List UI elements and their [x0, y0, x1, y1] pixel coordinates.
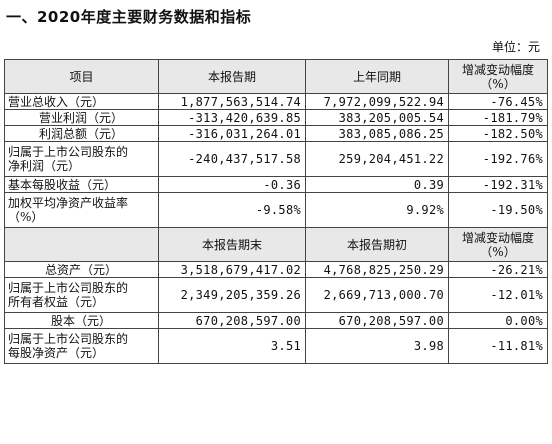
prior-value: 383,205,005.54 [305, 109, 449, 126]
page-title: 一、2020年度主要财务数据和指标 [6, 8, 252, 26]
current-value: -0.36 [158, 176, 306, 193]
unit-label: 单位：元 [491, 40, 540, 54]
change-value: -19.50% [448, 192, 548, 228]
change-value: -181.79% [448, 109, 548, 126]
row-label: 营业总收入（元） [4, 93, 159, 110]
row-label-line1: 归属于上市公司股东的 [8, 281, 129, 295]
change-value: 0.00% [448, 312, 548, 329]
header-change-label: 增减变动幅度 [461, 62, 534, 77]
change-value: -192.76% [448, 141, 548, 177]
row-label: 营业利润（元） [4, 109, 159, 126]
header-change-label: 增减变动幅度 [461, 230, 534, 245]
row-label-multiline: 归属于上市公司股东的 每股净资产（元） [4, 328, 159, 364]
table-row: 营业利润（元） -313,420,639.85 383,205,005.54 -… [4, 109, 548, 126]
row-label: 利润总额（元） [4, 125, 159, 142]
current-value: -9.58% [158, 192, 306, 228]
row-label-line1: 归属于上市公司股东的 [8, 145, 129, 159]
header-blank [4, 227, 159, 262]
table2-header-row: 本报告期末 本报告期初 增减变动幅度 （%） [4, 227, 548, 262]
current-value: -240,437,517.58 [158, 141, 306, 177]
change-value: -192.31% [448, 176, 548, 193]
header-prior-period: 上年同期 [305, 59, 449, 94]
prior-value: 7,972,099,522.94 [305, 93, 449, 110]
row-label-line2: 所有者权益（元） [8, 295, 105, 309]
header-period-start: 本报告期初 [305, 227, 449, 262]
header-change-unit: （%） [480, 76, 516, 91]
prior-value: 0.39 [305, 176, 449, 193]
row-label-line1: 加权平均净资产收益率 [8, 196, 129, 210]
start-value: 670,208,597.00 [305, 312, 449, 329]
prior-value: 9.92% [305, 192, 449, 228]
table1-header-row: 项目 本报告期 上年同期 增减变动幅度 （%） [4, 59, 548, 94]
header-change: 增减变动幅度 （%） [448, 59, 548, 94]
row-label-line2: 每股净资产（元） [8, 346, 105, 360]
row-label-line1: 归属于上市公司股东的 [8, 332, 129, 346]
prior-value: 259,204,451.22 [305, 141, 449, 177]
change-value: -11.81% [448, 328, 548, 364]
change-value: -26.21% [448, 261, 548, 278]
row-label-multiline: 归属于上市公司股东的 净利润（元） [4, 141, 159, 177]
end-value: 3.51 [158, 328, 306, 364]
header-item: 项目 [4, 59, 159, 94]
row-label-multiline: 归属于上市公司股东的 所有者权益（元） [4, 277, 159, 313]
change-value: -182.50% [448, 125, 548, 142]
current-value: -313,420,639.85 [158, 109, 306, 126]
table-row: 归属于上市公司股东的 每股净资产（元） 3.51 3.98 -11.81% [4, 328, 548, 364]
table-row: 归属于上市公司股东的 所有者权益（元） 2,349,205,359.26 2,6… [4, 277, 548, 313]
current-value: -316,031,264.01 [158, 125, 306, 142]
table-row: 加权平均净资产收益率 （%） -9.58% 9.92% -19.50% [4, 192, 548, 228]
header-change: 增减变动幅度 （%） [448, 227, 548, 262]
table-row: 总资产（元） 3,518,679,417.02 4,768,825,250.29… [4, 261, 548, 278]
header-period-end: 本报告期末 [158, 227, 306, 262]
change-value: -12.01% [448, 277, 548, 313]
current-value: 1,877,563,514.74 [158, 93, 306, 110]
end-value: 670,208,597.00 [158, 312, 306, 329]
end-value: 2,349,205,359.26 [158, 277, 306, 313]
row-label: 基本每股收益（元） [4, 176, 159, 193]
table-row: 股本（元） 670,208,597.00 670,208,597.00 0.00… [4, 312, 548, 329]
header-change-unit: （%） [480, 244, 516, 259]
financial-data-table: 项目 本报告期 上年同期 增减变动幅度 （%） 营业总收入（元） 1,877,5… [4, 59, 548, 364]
change-value: -76.45% [448, 93, 548, 110]
start-value: 4,768,825,250.29 [305, 261, 449, 278]
start-value: 3.98 [305, 328, 449, 364]
row-label: 总资产（元） [4, 261, 159, 278]
prior-value: 383,085,086.25 [305, 125, 449, 142]
table-row: 利润总额（元） -316,031,264.01 383,085,086.25 -… [4, 125, 548, 142]
table-row: 基本每股收益（元） -0.36 0.39 -192.31% [4, 176, 548, 193]
table-row: 归属于上市公司股东的 净利润（元） -240,437,517.58 259,20… [4, 141, 548, 177]
start-value: 2,669,713,000.70 [305, 277, 449, 313]
row-label: 股本（元） [4, 312, 159, 329]
row-label-line2: 净利润（元） [8, 159, 81, 173]
header-current-period: 本报告期 [158, 59, 306, 94]
row-label-line2: （%） [8, 210, 44, 224]
table-row: 营业总收入（元） 1,877,563,514.74 7,972,099,522.… [4, 93, 548, 110]
row-label-multiline: 加权平均净资产收益率 （%） [4, 192, 159, 228]
end-value: 3,518,679,417.02 [158, 261, 306, 278]
